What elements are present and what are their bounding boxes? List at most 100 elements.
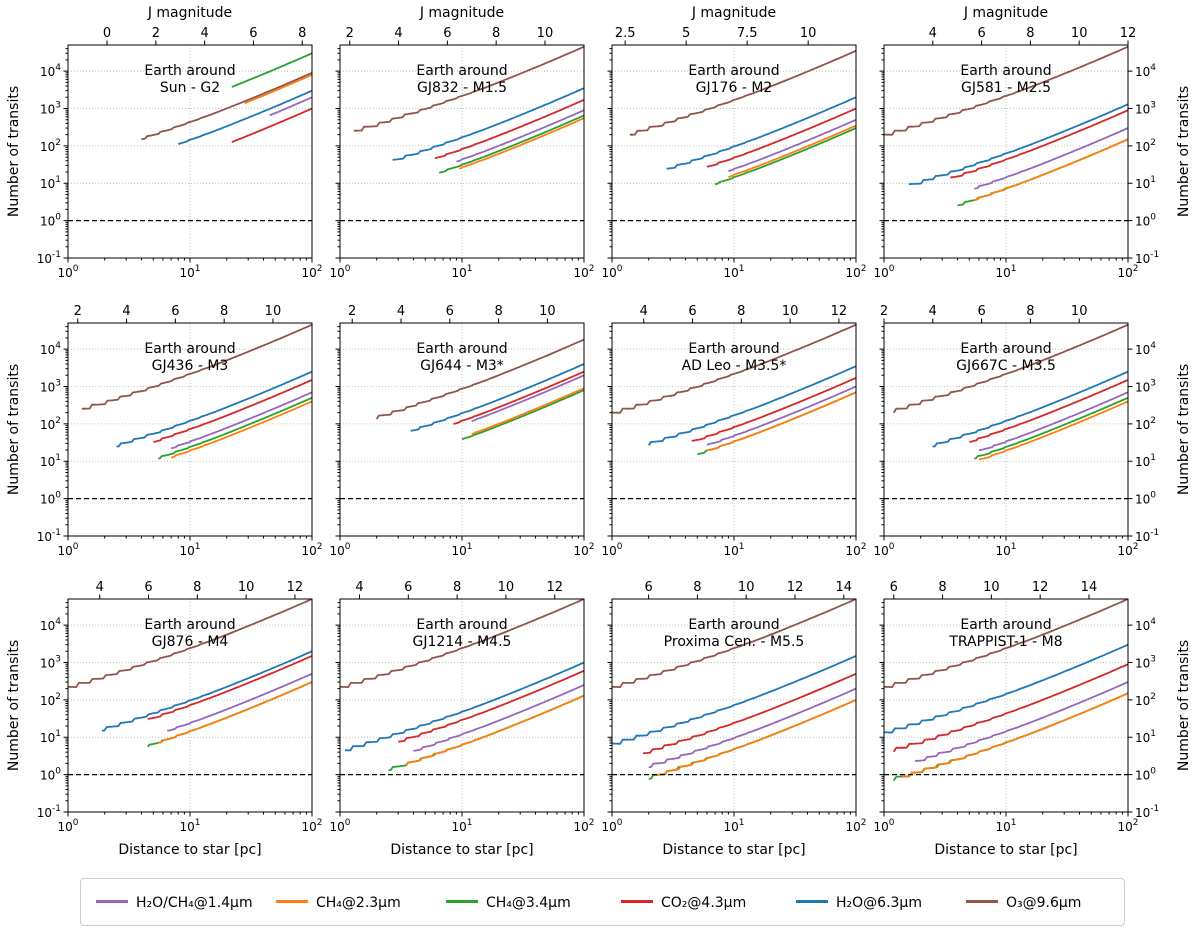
- top-tick-label: 6: [144, 580, 152, 595]
- series-line-ch4-23: [405, 694, 584, 766]
- panel-title-line1: Earth around: [688, 341, 779, 357]
- series-line-co2: [153, 379, 312, 443]
- top-tick-label: 10: [800, 26, 817, 41]
- y-tick-label: 103: [40, 654, 61, 670]
- top-tick-label: 10: [1071, 26, 1088, 41]
- x-tick-label: 102: [1117, 264, 1138, 280]
- series-line-o3: [81, 323, 312, 410]
- series-line-h2o-63: [932, 370, 1128, 448]
- top-tick-label: 6: [443, 26, 451, 41]
- series-line-ch4-23: [978, 400, 1128, 461]
- x-tick-label: 100: [873, 818, 894, 834]
- y-tick-label: 101: [40, 729, 61, 745]
- panel-title-line2: Sun - G2: [160, 80, 220, 96]
- y-axis-label: Number of transits: [6, 364, 22, 495]
- top-tick-label: 2: [152, 26, 160, 41]
- series-line-h2o-63: [666, 96, 856, 170]
- panel-title-line2: GJ581 - M2.5: [961, 80, 1051, 96]
- y-right-tick-label: 100: [1135, 213, 1156, 229]
- panel-title-line1: Earth around: [960, 617, 1051, 633]
- series-line-h2o-63: [908, 103, 1128, 185]
- x-tick-label: 101: [179, 542, 200, 558]
- legend-item-co2: CO₂@4.3μm: [621, 893, 746, 913]
- x-tick-label: 100: [329, 818, 350, 834]
- top-tick-label: 6: [446, 304, 454, 319]
- series-line-h2o-ch4: [413, 684, 584, 752]
- top-tick-label: 10: [238, 580, 255, 595]
- legend-item-h2o-63: H₂O@6.3μm: [796, 893, 922, 913]
- series-line-h2o-ch4: [915, 681, 1128, 762]
- series-line-co2: [691, 377, 856, 442]
- series-line-ch4-23: [471, 387, 584, 436]
- top-tick-label: 8: [298, 26, 306, 41]
- series-line-co2: [434, 99, 584, 160]
- top-tick-label: 2: [348, 304, 356, 319]
- series-line-o3: [353, 45, 584, 132]
- top-tick-label: 10: [983, 580, 1000, 595]
- top-tick-label: 8: [494, 304, 502, 319]
- y-tick-label: 102: [40, 692, 61, 708]
- top-tick-label: 8: [693, 580, 701, 595]
- legend-label: CH₄@3.4μm: [486, 895, 571, 911]
- x-tick-label: 102: [845, 264, 866, 280]
- panel-title-line1: Earth around: [144, 63, 235, 79]
- x-tick-label: 100: [601, 264, 622, 280]
- series-line-h2o-ch4: [471, 374, 584, 423]
- panel-title-line2: GJ436 - M3: [152, 358, 229, 374]
- x-tick-label: 101: [179, 264, 200, 280]
- x-tick-label: 100: [329, 542, 350, 558]
- top-axis-label: J magnitude: [419, 5, 504, 21]
- series-line-co2: [147, 655, 312, 720]
- series-line-h2o-ch4: [456, 109, 584, 163]
- top-tick-label: 12: [1120, 26, 1137, 41]
- series-line-h2o-63: [410, 363, 584, 432]
- top-tick-label: 8: [737, 304, 745, 319]
- x-tick-label: 101: [723, 264, 744, 280]
- legend-item-h2o-ch4: H₂O/CH₄@1.4μm: [96, 893, 253, 913]
- x-tick-label: 100: [601, 818, 622, 834]
- top-axis-label: J magnitude: [147, 5, 232, 21]
- series-group: [892, 323, 1128, 461]
- top-tick-label: 14: [836, 580, 853, 595]
- series-line-h2o-ch4: [166, 672, 312, 732]
- series-line-h2o-63: [884, 643, 1128, 734]
- series-line-h2o-63: [177, 89, 312, 145]
- series-line-h2o-63: [392, 87, 584, 161]
- top-tick-label: 8: [453, 580, 461, 595]
- series-group: [884, 599, 1128, 782]
- top-tick-label: 4: [929, 304, 937, 319]
- series-line-h2o-ch4: [978, 391, 1128, 452]
- series-line-o3: [141, 71, 312, 141]
- top-tick-label: 10: [265, 304, 282, 319]
- panel-title-line1: Earth around: [960, 63, 1051, 79]
- legend-swatch: [796, 899, 828, 903]
- series-line-ch4-23: [170, 400, 312, 459]
- top-tick-label: 4: [96, 580, 104, 595]
- series-line-h2o-ch4: [706, 385, 856, 446]
- series-line-ch4-23: [158, 681, 312, 744]
- top-tick-label: 8: [938, 580, 946, 595]
- series-line-ch4-23: [459, 117, 584, 170]
- x-tick-label: 101: [723, 818, 744, 834]
- series-line-h2o-ch4: [648, 687, 856, 769]
- legend-swatch: [276, 899, 308, 903]
- top-tick-label: 14: [1081, 580, 1098, 595]
- x-tick-label: 102: [301, 818, 322, 834]
- series-line-ch4-34: [231, 52, 312, 88]
- series-group: [340, 599, 584, 772]
- x-tick-label: 101: [451, 264, 472, 280]
- x-tick-label: 102: [1117, 542, 1138, 558]
- legend-label: O₃@9.6μm: [1006, 895, 1082, 911]
- top-tick-label: 10: [539, 304, 556, 319]
- x-tick-label: 102: [301, 542, 322, 558]
- series-line-ch4-34: [714, 127, 856, 186]
- series-line-ch4-23: [244, 73, 312, 105]
- top-tick-label: 0: [103, 26, 111, 41]
- y-axis-label: Number of transits: [6, 640, 22, 771]
